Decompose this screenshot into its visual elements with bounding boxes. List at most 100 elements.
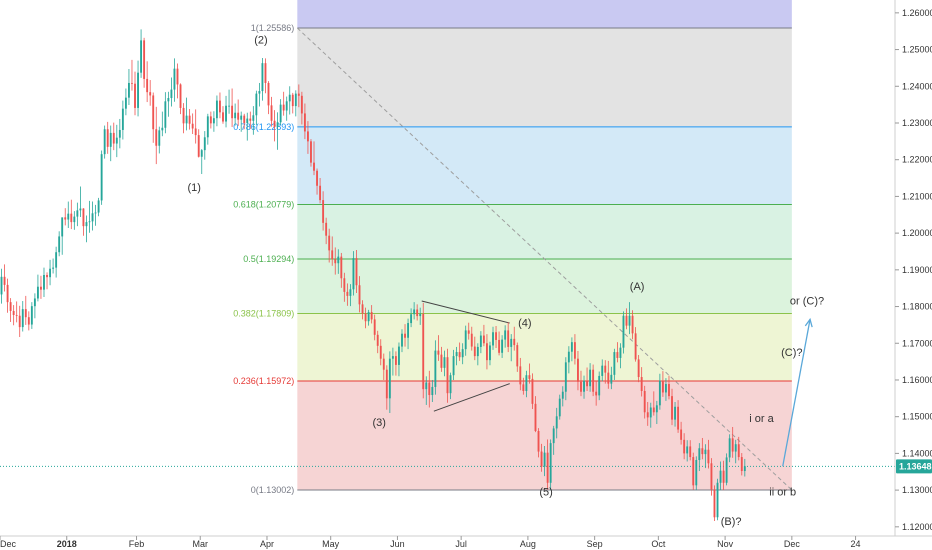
candle-body — [12, 310, 15, 315]
candle — [179, 83, 182, 115]
y-tick-label: 1.15000 — [902, 412, 932, 422]
candle — [243, 113, 246, 130]
candle — [231, 88, 234, 128]
candle — [55, 246, 58, 278]
candle — [15, 301, 18, 323]
candle — [346, 283, 349, 306]
candle — [482, 324, 485, 347]
candle-body — [501, 339, 504, 353]
candle — [716, 478, 719, 521]
candle — [713, 485, 716, 521]
candle-body — [297, 93, 300, 96]
candle-body — [273, 120, 276, 128]
candle — [531, 373, 534, 409]
x-tick-label: Jun — [390, 539, 405, 549]
candle — [191, 113, 194, 134]
candle — [131, 59, 133, 91]
candle — [689, 440, 692, 461]
wave-labels: (1) (2) (3) (4) (5) (A) (B)? (C)? or (C)? i or a i… — [187, 35, 824, 528]
candle — [671, 388, 673, 426]
candle-body — [652, 407, 655, 413]
candle-body — [76, 210, 79, 217]
candle — [176, 63, 179, 99]
y-tick-label: 1.20000 — [902, 228, 932, 238]
candle-body — [489, 345, 491, 361]
candle — [740, 453, 743, 476]
candle — [680, 421, 683, 445]
candle — [367, 309, 370, 326]
candle-body — [291, 94, 294, 107]
candle-body — [543, 452, 546, 467]
candle — [155, 106, 158, 165]
candle-body — [252, 115, 255, 121]
candle — [528, 363, 531, 384]
candle — [355, 250, 358, 293]
candle-body — [528, 375, 531, 379]
candle-body — [479, 335, 482, 347]
candle-body — [188, 115, 191, 124]
candle-body — [40, 286, 42, 290]
fib-label-3: 0.5(1.19294) — [243, 254, 294, 264]
candle-body — [255, 93, 258, 116]
candle — [534, 396, 537, 433]
candle-body — [97, 200, 100, 213]
candle — [443, 350, 446, 377]
fib-band-5 — [297, 313, 792, 382]
price-badge-label: 1.13648 — [899, 461, 932, 471]
candle — [88, 200, 91, 233]
candle-body — [55, 252, 58, 268]
candle — [73, 211, 76, 230]
candle — [658, 373, 661, 410]
candle — [467, 322, 470, 340]
candle — [252, 106, 255, 135]
candle-body — [692, 457, 695, 486]
candle-body — [665, 384, 667, 393]
candle-body — [240, 115, 243, 120]
wave-label: (B)? — [721, 516, 742, 528]
candle — [631, 310, 634, 340]
candle-body — [249, 118, 252, 121]
candle — [473, 336, 476, 361]
candle-body — [361, 304, 364, 314]
candle — [294, 90, 297, 117]
candle — [188, 109, 191, 130]
candle — [334, 247, 337, 275]
fib-label-2: 0.618(1.20779) — [233, 200, 294, 210]
candle — [464, 325, 467, 356]
candle-body — [319, 185, 322, 201]
candle-body — [610, 374, 613, 384]
candle — [82, 208, 85, 236]
wave-label: (1) — [187, 182, 200, 194]
y-axis: 1.12000 1.13000 1.14000 1.15000 1.16000 1.170… — [894, 0, 932, 536]
wave-label: i or a — [749, 413, 774, 425]
candle — [677, 400, 680, 433]
candle-body — [671, 396, 673, 420]
candle — [564, 357, 567, 401]
candle — [701, 437, 704, 460]
wave-label: (C)? — [781, 347, 802, 359]
candle-body — [222, 112, 224, 122]
trendline-0 — [296, 27, 793, 491]
candle — [246, 112, 249, 141]
wave-label: (3) — [373, 417, 386, 429]
candle — [461, 343, 464, 365]
candle-body — [228, 105, 230, 107]
candle — [209, 111, 212, 129]
candle — [212, 111, 215, 132]
y-tick-label: 1.22000 — [902, 155, 932, 165]
candle-body — [710, 463, 713, 490]
candle-body — [88, 221, 91, 223]
candle — [577, 350, 579, 391]
candle-body — [285, 101, 288, 111]
candle-body — [21, 309, 24, 328]
candle-body — [264, 63, 267, 83]
candle — [291, 92, 294, 114]
candle — [452, 349, 455, 380]
candle — [476, 343, 479, 366]
candle — [604, 360, 607, 384]
candle — [12, 305, 15, 326]
candle-body — [370, 312, 373, 320]
candle-body — [737, 444, 740, 458]
candle — [537, 428, 540, 458]
candle — [313, 141, 315, 176]
